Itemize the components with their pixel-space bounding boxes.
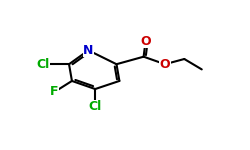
Text: Cl: Cl (88, 100, 102, 113)
Text: N: N (83, 44, 94, 57)
Text: F: F (50, 85, 59, 98)
Text: Cl: Cl (36, 58, 50, 71)
Text: O: O (160, 58, 170, 71)
Text: O: O (140, 35, 151, 48)
